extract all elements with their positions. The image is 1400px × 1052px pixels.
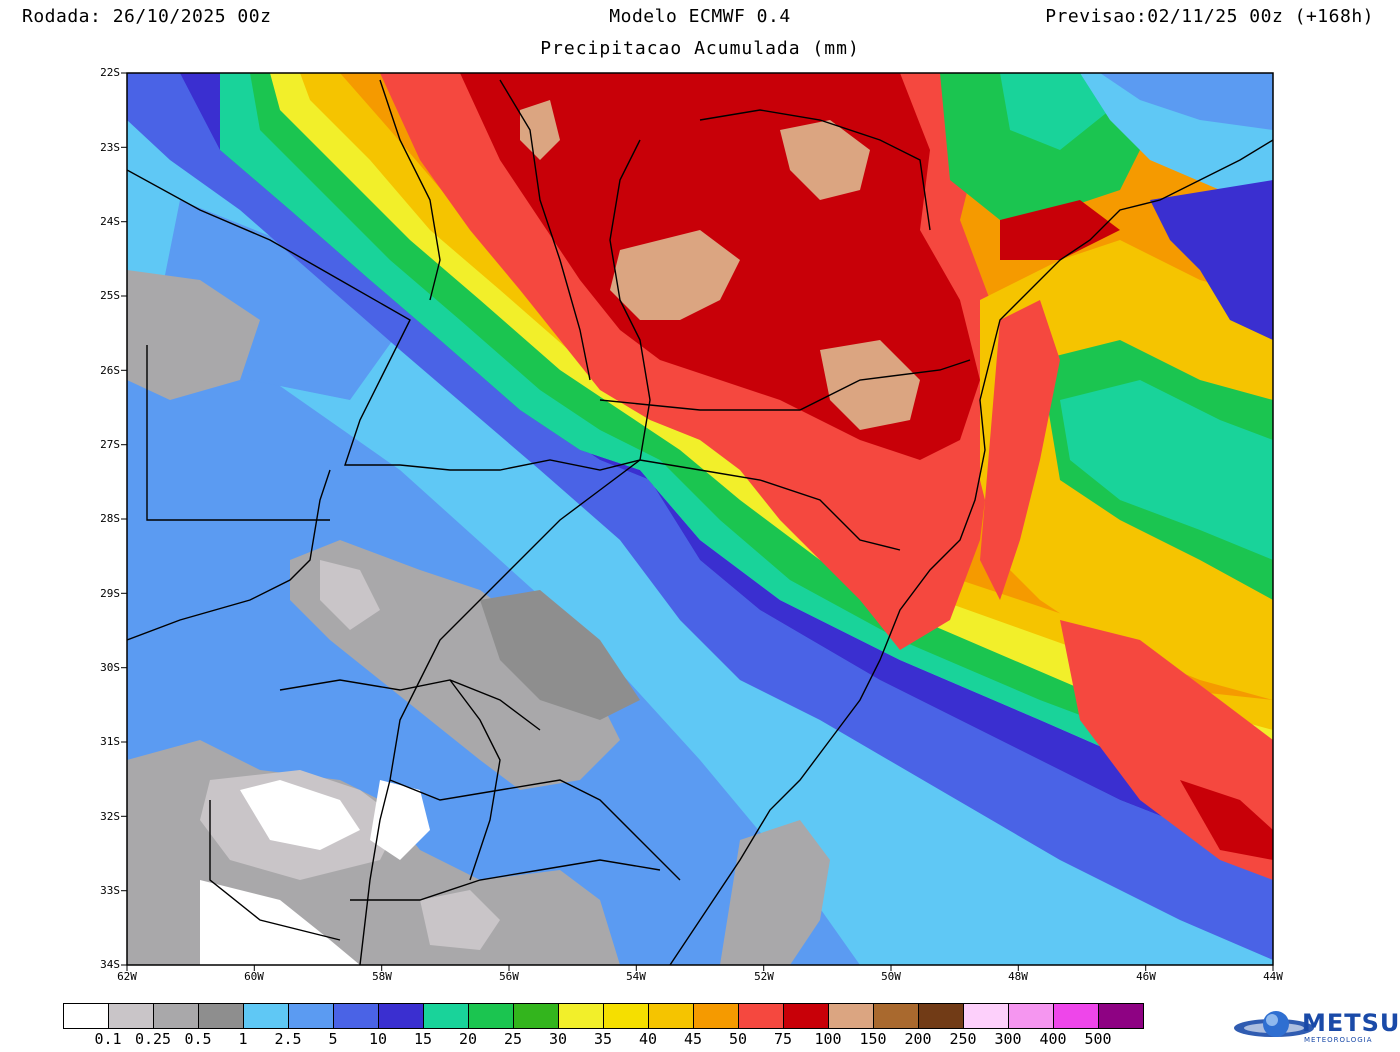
colorbar-swatch xyxy=(1099,1004,1143,1028)
colorbar-swatch xyxy=(334,1004,379,1028)
colorbar-swatch xyxy=(739,1004,784,1028)
lon-label: 62W xyxy=(117,970,137,983)
colorbar-label: 35 xyxy=(593,1030,613,1048)
lat-label: 31S xyxy=(100,735,120,748)
colorbar-label: 50 xyxy=(728,1030,748,1048)
valid-time-label: Previsao:02/11/25 00z (+168h) xyxy=(1045,6,1374,27)
colorbar-label: 5 xyxy=(328,1030,338,1048)
colorbar-label: 150 xyxy=(859,1030,887,1048)
lat-label: 30S xyxy=(100,661,120,674)
lat-label: 33S xyxy=(100,884,120,897)
colorbar-swatch xyxy=(199,1004,244,1028)
colorbar-label: 15 xyxy=(413,1030,433,1048)
colorbar-swatch xyxy=(469,1004,514,1028)
colorbar-swatch xyxy=(289,1004,334,1028)
colorbar-label: 2.5 xyxy=(274,1030,302,1048)
lat-label: 23S xyxy=(100,141,120,154)
model-title: Modelo ECMWF 0.4 xyxy=(609,6,791,27)
lon-label: 44W xyxy=(1263,970,1283,983)
lat-label: 28S xyxy=(100,512,120,525)
colorbar-label: 0.5 xyxy=(184,1030,212,1048)
colorbar-swatch xyxy=(379,1004,424,1028)
colorbar-swatch xyxy=(919,1004,964,1028)
lon-label: 56W xyxy=(499,970,519,983)
colorbar-swatch xyxy=(154,1004,199,1028)
lat-label: 29S xyxy=(100,587,120,600)
colorbar-label: 0.1 xyxy=(94,1030,122,1048)
political-boundaries xyxy=(127,79,1273,965)
lon-label: 48W xyxy=(1008,970,1028,983)
colorbar-label: 30 xyxy=(548,1030,568,1048)
map-subtitle: Precipitacao Acumulada (mm) xyxy=(540,38,860,59)
colorbar-label: 300 xyxy=(994,1030,1022,1048)
colorbar-swatch xyxy=(244,1004,289,1028)
lat-label: 24S xyxy=(100,215,120,228)
colorbar-label: 0.25 xyxy=(134,1030,172,1048)
lon-label: 46W xyxy=(1136,970,1156,983)
logo-tagline: METEOROLOGIA xyxy=(1304,1036,1373,1044)
colorbar-label: 100 xyxy=(814,1030,842,1048)
colorbar-swatch xyxy=(829,1004,874,1028)
axis-ticks xyxy=(121,72,1274,971)
colorbar-label: 10 xyxy=(368,1030,388,1048)
lat-label: 26S xyxy=(100,364,120,377)
colorbar-label: 25 xyxy=(503,1030,523,1048)
colorbar-label: 200 xyxy=(904,1030,932,1048)
colorbar-swatch xyxy=(694,1004,739,1028)
lat-label: 32S xyxy=(100,810,120,823)
lon-label: 50W xyxy=(881,970,901,983)
colorbar-swatch xyxy=(964,1004,1009,1028)
colorbar-label: 250 xyxy=(949,1030,977,1048)
colorbar-swatch xyxy=(604,1004,649,1028)
lat-label: 22S xyxy=(100,66,120,79)
colorbar-swatch xyxy=(514,1004,559,1028)
logo-name: METSUL xyxy=(1302,1009,1400,1037)
colorbar-swatch xyxy=(1054,1004,1099,1028)
lon-label: 52W xyxy=(754,970,774,983)
colorbar-label: 75 xyxy=(773,1030,793,1048)
colorbar-swatch xyxy=(1009,1004,1054,1028)
precipitation-field xyxy=(127,73,1273,965)
colorbar xyxy=(63,1003,1144,1029)
lon-label: 54W xyxy=(626,970,646,983)
colorbar-swatch xyxy=(109,1004,154,1028)
lat-label: 27S xyxy=(100,438,120,451)
colorbar-label: 45 xyxy=(683,1030,703,1048)
colorbar-swatch xyxy=(874,1004,919,1028)
lat-label: 34S xyxy=(100,958,120,971)
metsul-logo xyxy=(1234,1011,1314,1037)
colorbar-label: 1 xyxy=(238,1030,248,1048)
colorbar-swatch xyxy=(424,1004,469,1028)
colorbar-label: 20 xyxy=(458,1030,478,1048)
colorbar-swatch xyxy=(64,1004,109,1028)
run-date-label: Rodada: 26/10/2025 00z xyxy=(22,6,272,27)
colorbar-label: 40 xyxy=(638,1030,658,1048)
colorbar-label: 400 xyxy=(1039,1030,1067,1048)
colorbar-swatch xyxy=(649,1004,694,1028)
lon-label: 60W xyxy=(244,970,264,983)
colorbar-swatch xyxy=(784,1004,829,1028)
precipitation-map xyxy=(121,72,1274,971)
lat-label: 25S xyxy=(100,289,120,302)
colorbar-swatch xyxy=(559,1004,604,1028)
lon-label: 58W xyxy=(372,970,392,983)
colorbar-label: 500 xyxy=(1084,1030,1112,1048)
